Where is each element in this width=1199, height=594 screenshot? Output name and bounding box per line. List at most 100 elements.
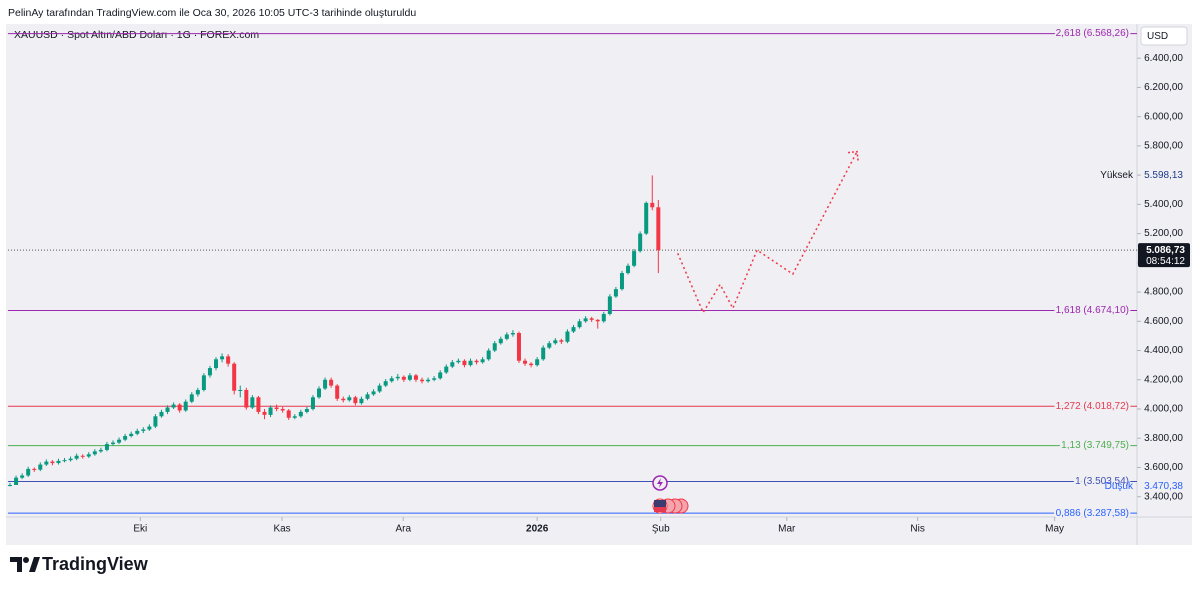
low-label: Düşük — [1105, 481, 1134, 492]
candle-body — [444, 366, 449, 373]
candle-body — [413, 375, 418, 380]
lightning-icon — [657, 478, 663, 488]
candle-body — [189, 394, 194, 402]
candle-body — [123, 436, 128, 440]
candle-body — [177, 404, 182, 411]
candle-body — [268, 407, 273, 415]
candle-body — [201, 375, 206, 390]
level-label: 1 (3.503,54) — [1075, 476, 1129, 487]
candle-body — [14, 477, 19, 485]
candle-body — [74, 455, 79, 459]
candle-body — [577, 321, 582, 328]
candle-body — [359, 398, 364, 404]
chart-background — [6, 24, 1192, 545]
y-tick-label: 5.400,00 — [1144, 199, 1183, 210]
candle-body — [141, 429, 146, 431]
candle-body — [98, 449, 103, 452]
candle-body — [486, 350, 491, 360]
candle-body — [292, 416, 297, 418]
candle-body — [365, 394, 370, 399]
candle-body — [553, 340, 558, 344]
x-tick-label: Nis — [910, 524, 924, 535]
candle-body — [347, 397, 352, 401]
candle-body — [147, 426, 152, 430]
candle-body — [165, 407, 170, 412]
candle-body — [135, 430, 140, 434]
candle-body — [504, 334, 509, 339]
candle-body — [62, 460, 67, 462]
candle-body — [280, 408, 285, 411]
candle-body — [50, 461, 55, 464]
candle-body — [232, 363, 237, 391]
x-tick-label: Eki — [133, 524, 147, 535]
candle-body — [462, 360, 467, 366]
candle-body — [595, 319, 600, 322]
candle-body — [159, 411, 164, 417]
candle-body — [383, 381, 388, 386]
candle-body — [20, 475, 25, 478]
candle-body — [407, 375, 412, 380]
candle-body — [377, 385, 382, 392]
level-label: 1,272 (4.018,72) — [1056, 401, 1129, 412]
candle-body — [56, 460, 61, 464]
x-tick-label: Mar — [778, 524, 796, 535]
candle-body — [44, 461, 49, 465]
y-tick-label: 4.800,00 — [1144, 287, 1183, 298]
candle-body — [656, 207, 661, 251]
candle-body — [432, 378, 437, 380]
candle-body — [250, 397, 255, 408]
candle-body — [456, 360, 461, 363]
brand-logo: TradingView — [10, 554, 149, 574]
logo-mark — [10, 557, 22, 572]
candle-body — [86, 454, 91, 457]
candle-body — [589, 318, 594, 320]
y-tick-label: 5.800,00 — [1144, 141, 1183, 152]
projection-line — [677, 151, 858, 315]
y-tick-label: 3.800,00 — [1144, 433, 1183, 444]
candle-body — [420, 379, 425, 382]
candle-body — [92, 451, 97, 455]
y-tick-label: 5.200,00 — [1144, 228, 1183, 239]
candle-body — [571, 327, 576, 332]
candle-body — [389, 378, 394, 382]
y-tick-label: 4.000,00 — [1144, 404, 1183, 415]
flag-stripes — [654, 507, 666, 512]
candle-body — [583, 318, 588, 322]
candle-body — [7, 484, 12, 486]
candle-body — [323, 379, 328, 389]
candle-body — [541, 347, 546, 360]
level-label: 1,618 (4.674,10) — [1056, 305, 1129, 316]
candle-body — [516, 332, 521, 361]
candle-body — [80, 455, 85, 457]
level-label: 0,886 (3.287,58) — [1056, 508, 1129, 519]
brand: TradingView — [42, 554, 149, 574]
candle-body — [274, 407, 279, 409]
x-tick-label: Şub — [652, 524, 670, 535]
candle-body — [474, 360, 479, 363]
y-tick-label: 6.200,00 — [1144, 82, 1183, 93]
candle-body — [262, 411, 267, 415]
candle-body — [171, 404, 176, 408]
candle-body — [226, 356, 231, 364]
countdown: 08:54:12 — [1146, 256, 1185, 267]
high-label: Yüksek — [1100, 170, 1134, 181]
x-tick-label: Kas — [273, 524, 290, 535]
symbol-title: XAUUSD · Spot Altın/ABD Doları · 1G · FO… — [14, 29, 259, 41]
candle-body — [601, 313, 606, 322]
candle-body — [565, 331, 570, 342]
attribution: PelinAy tarafından TradingView.com ile O… — [8, 7, 416, 19]
candle-body — [450, 362, 455, 367]
candle-body — [619, 273, 624, 290]
candle-body — [438, 372, 443, 379]
candle-body — [286, 410, 291, 418]
y-tick-label: 4.600,00 — [1144, 316, 1183, 327]
candle-body — [638, 233, 643, 252]
candle-body — [480, 359, 485, 363]
x-tick-label: 2026 — [526, 524, 549, 535]
candle-body — [650, 202, 655, 208]
candle-body — [104, 444, 109, 450]
currency: USD — [1147, 31, 1168, 42]
level-label: 1,13 (3.749,75) — [1061, 440, 1129, 451]
y-tick-label: 3.400,00 — [1144, 491, 1183, 502]
